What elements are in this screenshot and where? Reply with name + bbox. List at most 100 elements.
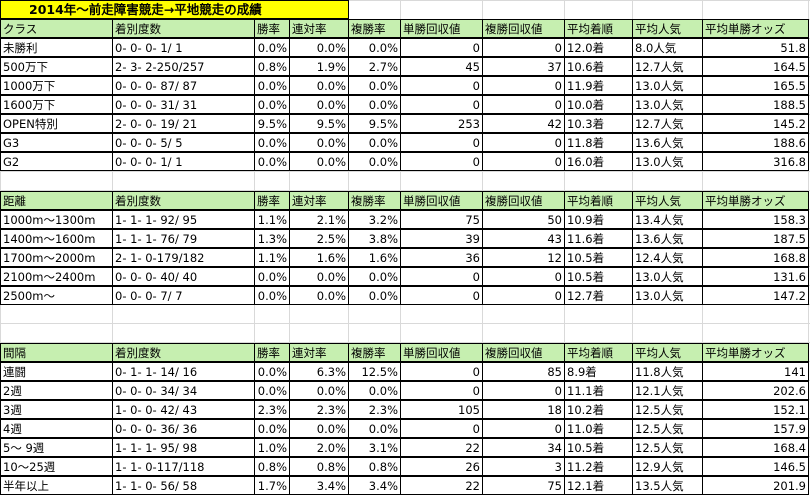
data-cell: 45: [400, 57, 483, 76]
data-cell: 43: [482, 229, 565, 248]
data-cell: 12.4人気: [632, 248, 703, 267]
data-cell: 16.0着: [564, 152, 633, 171]
data-cell: 36: [400, 248, 483, 267]
data-cell: 0.0%: [348, 95, 401, 114]
column-header: 平均人気: [632, 343, 703, 362]
data-cell: 0- 0- 0- 5/ 5: [112, 133, 255, 152]
data-cell: 0.0%: [254, 95, 290, 114]
data-cell: 13.4人気: [632, 210, 703, 229]
data-cell: 12.0着: [564, 38, 633, 57]
column-header: 着別度数: [112, 343, 255, 362]
row-label: 1700m～2000m: [0, 248, 113, 267]
data-cell: 147.2: [702, 286, 809, 305]
column-header: 連対率: [289, 343, 349, 362]
row-label: 500万下: [0, 57, 113, 76]
data-cell: 12.5人気: [632, 419, 703, 438]
data-cell: 188.5: [702, 95, 809, 114]
data-cell: 141: [702, 362, 809, 381]
data-cell: 2.1%: [289, 210, 349, 229]
data-cell: 12.5人気: [632, 400, 703, 419]
column-header: 勝率: [254, 343, 290, 362]
data-cell: 0.0%: [289, 152, 349, 171]
grid-line: [0, 171, 810, 172]
data-cell: 3.4%: [348, 476, 401, 495]
data-cell: 0- 0- 0- 36/ 36: [112, 419, 255, 438]
data-cell: 0.0%: [254, 267, 290, 286]
data-cell: 2- 1- 0-179/182: [112, 248, 255, 267]
data-cell: 11.8着: [564, 133, 633, 152]
data-cell: 202.6: [702, 381, 809, 400]
data-cell: 1- 1- 1- 95/ 98: [112, 438, 255, 457]
data-cell: 146.5: [702, 457, 809, 476]
data-cell: 1.7%: [254, 476, 290, 495]
column-header: 平均着順: [564, 191, 633, 210]
data-cell: 51.8: [702, 38, 809, 57]
data-cell: 0.0%: [348, 76, 401, 95]
row-label: 1400m～1600m: [0, 229, 113, 248]
data-cell: 0: [482, 267, 565, 286]
data-cell: 0.0%: [348, 419, 401, 438]
grid-line: [0, 190, 810, 191]
data-cell: 0.0%: [289, 381, 349, 400]
data-cell: 3.8%: [348, 229, 401, 248]
data-cell: 0.8%: [289, 457, 349, 476]
data-cell: 0: [400, 95, 483, 114]
data-cell: 0: [400, 133, 483, 152]
data-cell: 0.0%: [289, 38, 349, 57]
column-header: 連対率: [289, 19, 349, 38]
data-cell: 0: [400, 76, 483, 95]
data-cell: 1- 1- 0-117/118: [112, 457, 255, 476]
data-cell: 0: [400, 38, 483, 57]
data-cell: 0.0%: [289, 133, 349, 152]
data-cell: 2- 0- 0- 19/ 21: [112, 114, 255, 133]
data-cell: 39: [400, 229, 483, 248]
data-cell: 10.5着: [564, 438, 633, 457]
data-cell: 1- 1- 0- 56/ 58: [112, 476, 255, 495]
data-cell: 13.6人気: [632, 133, 703, 152]
data-cell: 2.3%: [254, 400, 290, 419]
data-cell: 3.4%: [289, 476, 349, 495]
data-cell: 0.8%: [254, 57, 290, 76]
column-header: 平均着順: [564, 343, 633, 362]
data-cell: 0: [482, 152, 565, 171]
data-cell: 1.9%: [289, 57, 349, 76]
row-label: 1600万下: [0, 95, 113, 114]
data-cell: 0.0%: [348, 38, 401, 57]
data-cell: 253: [400, 114, 483, 133]
column-header: 平均着順: [564, 19, 633, 38]
data-cell: 0- 0- 0- 87/ 87: [112, 76, 255, 95]
column-header: 複勝率: [348, 191, 401, 210]
data-cell: 201.9: [702, 476, 809, 495]
data-cell: 187.5: [702, 229, 809, 248]
sheet-title: 2014年～前走障害競走→平地競走の成績: [0, 0, 349, 19]
section-label: クラス: [0, 19, 113, 38]
data-cell: 0.8%: [348, 457, 401, 476]
data-cell: 3.1%: [348, 438, 401, 457]
data-cell: 10.5着: [564, 248, 633, 267]
data-cell: 3: [482, 457, 565, 476]
data-cell: 37: [482, 57, 565, 76]
data-cell: 0.8%: [254, 457, 290, 476]
column-header: 複勝回収値: [482, 19, 565, 38]
column-header: 複勝回収値: [482, 191, 565, 210]
data-cell: 2.3%: [289, 400, 349, 419]
data-cell: 0: [482, 95, 565, 114]
data-cell: 157.9: [702, 419, 809, 438]
data-cell: 145.2: [702, 114, 809, 133]
column-header: 単勝回収値: [400, 191, 483, 210]
data-cell: 10.2着: [564, 400, 633, 419]
data-cell: 1.3%: [254, 229, 290, 248]
row-label: 10～25週: [0, 457, 113, 476]
data-cell: 12.9人気: [632, 457, 703, 476]
data-cell: 13.5人気: [632, 476, 703, 495]
data-cell: 0: [482, 381, 565, 400]
row-label: 連闘: [0, 362, 113, 381]
data-cell: 85: [482, 362, 565, 381]
data-cell: 168.4: [702, 438, 809, 457]
data-cell: 12.7人気: [632, 57, 703, 76]
data-cell: 2.5%: [289, 229, 349, 248]
data-cell: 42: [482, 114, 565, 133]
data-cell: 316.8: [702, 152, 809, 171]
data-cell: 0: [482, 419, 565, 438]
column-header: 複勝回収値: [482, 343, 565, 362]
